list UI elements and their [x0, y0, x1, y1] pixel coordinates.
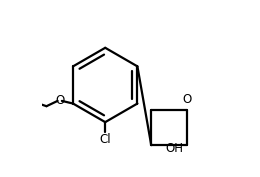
Text: O: O: [182, 93, 191, 106]
Text: O: O: [55, 94, 64, 107]
Text: Cl: Cl: [99, 133, 111, 146]
Text: OH: OH: [165, 142, 183, 155]
